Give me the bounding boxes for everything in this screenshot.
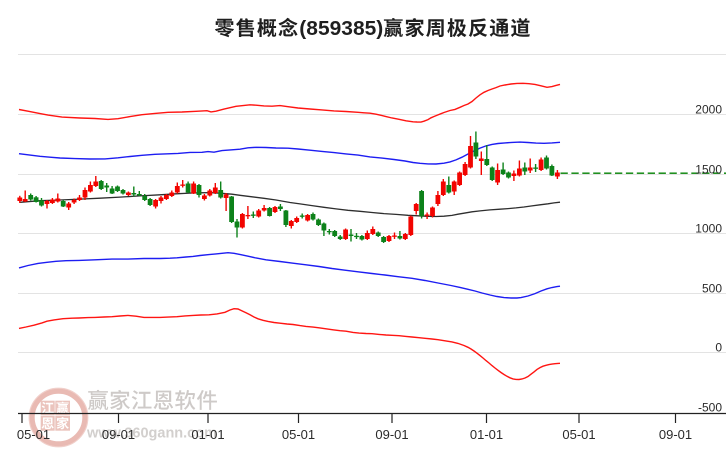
svg-text:www.360gann.com: www.360gann.com <box>86 426 217 442</box>
svg-text:05-01: 05-01 <box>17 427 50 442</box>
svg-text:-500: -500 <box>698 401 722 415</box>
svg-text:01-01: 01-01 <box>191 427 224 442</box>
svg-text:500: 500 <box>702 282 722 296</box>
svg-text:1000: 1000 <box>695 222 722 236</box>
svg-text:05-01: 05-01 <box>562 427 595 442</box>
svg-text:2000: 2000 <box>695 103 722 117</box>
svg-text:01-01: 01-01 <box>470 427 503 442</box>
svg-text:05-01: 05-01 <box>282 427 315 442</box>
svg-text:09-01: 09-01 <box>375 427 408 442</box>
svg-text:09-01: 09-01 <box>659 427 692 442</box>
svg-text:09-01: 09-01 <box>102 427 135 442</box>
svg-text:1500: 1500 <box>695 163 722 177</box>
svg-text:0: 0 <box>715 341 722 355</box>
svg-text:(859385): (859385) <box>299 17 383 40</box>
